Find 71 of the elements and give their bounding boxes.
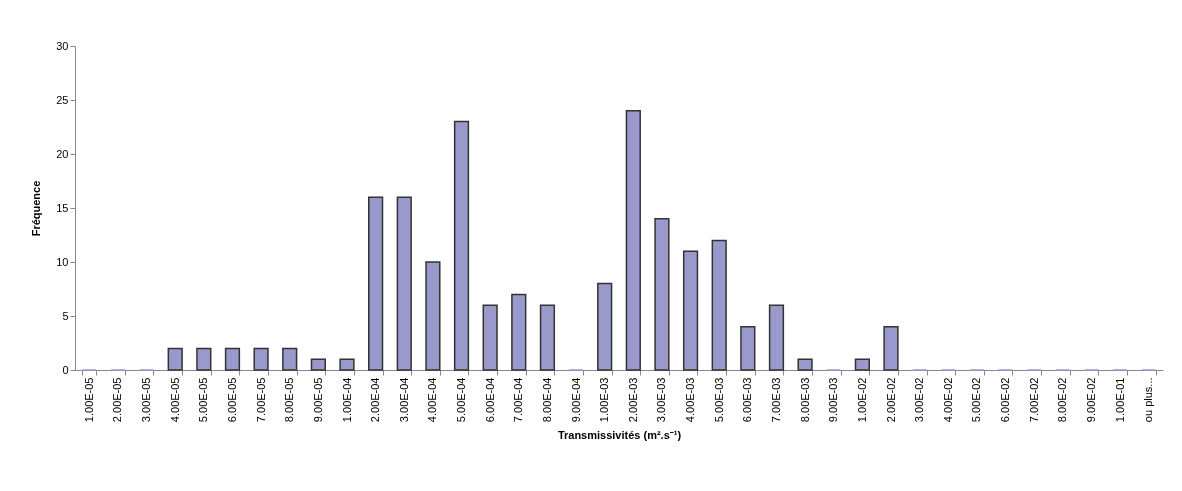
- x-tick-label: 2.00E-03: [626, 377, 639, 423]
- bar: [682, 250, 699, 371]
- bar: [196, 347, 212, 371]
- y-tick-label: 10: [56, 255, 69, 268]
- x-tick-label: 7.00E-04: [512, 377, 525, 423]
- bar: [883, 326, 899, 371]
- bar: [482, 304, 498, 371]
- x-tick-label: ou plus...: [1142, 377, 1155, 423]
- bar: [511, 293, 527, 371]
- x-tick-label: 5.00E-03: [712, 377, 725, 423]
- x-tick-label: 1.00E-05: [82, 377, 95, 423]
- bar: [167, 347, 183, 371]
- bar: [597, 282, 613, 371]
- x-tick-label: 1.00E-01: [1113, 377, 1126, 423]
- x-tick-label: 1.00E-04: [340, 377, 353, 423]
- x-tick-label: 8.00E-04: [540, 377, 553, 423]
- x-tick-label: 9.00E-02: [1084, 377, 1097, 423]
- y-tick-label: 25: [56, 93, 69, 106]
- y-tick-label: 0: [62, 363, 69, 376]
- bar: [339, 358, 355, 371]
- x-axis-title: Transmissivités (m².s⁻¹): [557, 429, 682, 442]
- bar: [310, 358, 326, 371]
- x-tick-label: 3.00E-02: [913, 377, 926, 423]
- x-tick-label: 1.00E-02: [855, 377, 868, 423]
- bar: [711, 239, 727, 371]
- bar: [224, 347, 241, 371]
- x-tick-label: 2.00E-04: [369, 377, 382, 423]
- bar: [625, 110, 641, 371]
- x-tick-label: 6.00E-04: [483, 377, 496, 423]
- y-tick-label: 20: [56, 147, 69, 160]
- x-tick-label: 8.00E-02: [1056, 377, 1069, 423]
- bar: [797, 358, 813, 371]
- x-tick-label: 5.00E-04: [455, 377, 468, 423]
- bar: [539, 304, 556, 371]
- bar: [282, 347, 298, 371]
- x-tick-label: 7.00E-02: [1027, 377, 1040, 423]
- bar: [425, 261, 441, 371]
- x-tick-label: 5.00E-05: [197, 377, 210, 423]
- x-tick-label: 7.00E-05: [254, 377, 267, 423]
- x-tick-label: 3.00E-03: [655, 377, 668, 423]
- x-tick-label: 9.00E-03: [827, 377, 840, 423]
- x-tick-label: 9.00E-04: [569, 377, 582, 423]
- x-tick-label: 8.00E-03: [798, 377, 811, 423]
- bar: [854, 358, 870, 371]
- x-tick-label: 6.00E-03: [741, 377, 754, 423]
- x-tick-label: 3.00E-05: [140, 377, 153, 423]
- x-tick-label: 7.00E-03: [769, 377, 782, 423]
- x-tick-label: 2.00E-05: [111, 377, 124, 423]
- bar: [253, 347, 269, 371]
- x-tick-label: 3.00E-04: [397, 377, 410, 423]
- bar: [368, 196, 384, 371]
- y-tick-label: 15: [56, 201, 69, 214]
- x-tick-label: 8.00E-05: [283, 377, 296, 423]
- x-tick-label: 4.00E-04: [426, 377, 439, 423]
- y-tick-label: 30: [56, 39, 69, 52]
- x-tick-label: 6.00E-05: [225, 377, 238, 423]
- x-tick-label: 9.00E-05: [311, 377, 324, 423]
- bar: [654, 218, 670, 371]
- x-tick-label: 6.00E-02: [999, 377, 1012, 423]
- y-tick-label: 5: [62, 309, 69, 322]
- y-axis-title: Fréquence: [30, 180, 43, 237]
- x-tick-label: 4.00E-03: [684, 377, 697, 423]
- bar: [768, 304, 785, 371]
- x-tick-label: 2.00E-02: [884, 377, 897, 423]
- bar: [740, 326, 756, 371]
- bar: [396, 196, 412, 371]
- x-tick-label: 5.00E-02: [970, 377, 983, 423]
- x-tick-label: 1.00E-03: [598, 377, 611, 423]
- bar: [453, 120, 470, 371]
- x-tick-label: 4.00E-05: [168, 377, 181, 423]
- x-tick-label: 4.00E-02: [941, 377, 954, 423]
